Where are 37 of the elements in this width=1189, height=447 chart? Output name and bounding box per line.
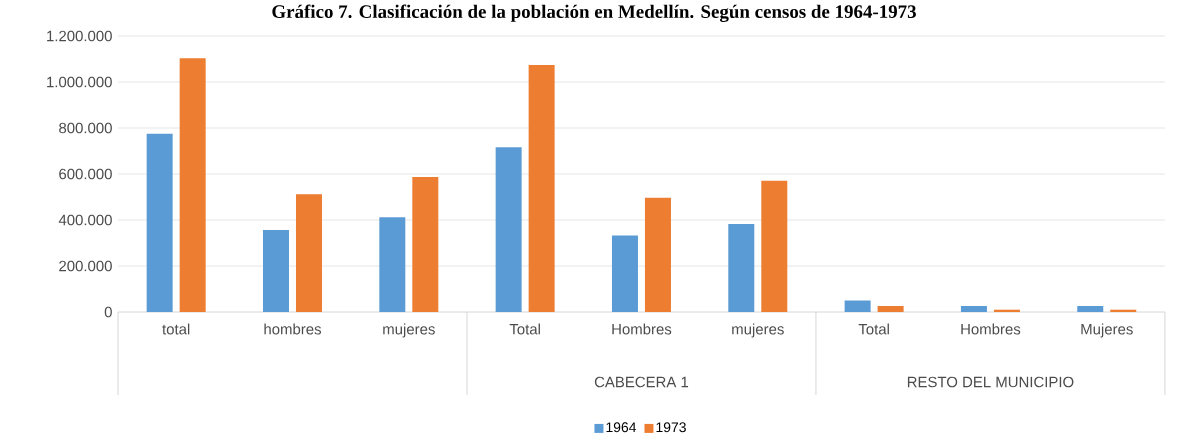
x-tick-label: Hombres — [961, 323, 1021, 335]
legend-label: 1964 — [606, 422, 637, 433]
y-tick-label: 800.000 — [59, 122, 112, 134]
y-tick-label: 1.000.000 — [47, 76, 112, 88]
y-tick-label: 200.000 — [59, 260, 112, 272]
bar — [379, 217, 406, 312]
chart-title: Gráfico 7. Clasificación de la población en Medellín. Según censos de 1964-1973 — [272, 4, 916, 23]
bar — [262, 230, 289, 312]
x-tick-label: Total — [509, 323, 540, 335]
bar — [146, 133, 173, 312]
x-tick-label: hombres — [264, 323, 321, 335]
y-tick-label: 0 — [104, 306, 112, 318]
bar — [295, 194, 322, 312]
x-tick-label: Total — [858, 323, 889, 335]
y-tick-label: 400.000 — [58, 214, 112, 226]
x-tick-label: mujeres — [383, 323, 435, 338]
bar — [611, 235, 638, 312]
x-tick-label: total — [162, 323, 190, 335]
legend-label: 1973 — [656, 422, 686, 433]
bar — [644, 197, 671, 312]
bar — [761, 180, 788, 312]
x-tick-label: Mujeres — [1081, 323, 1133, 338]
y-tick-label: 600.000 — [59, 168, 112, 180]
bar — [960, 306, 987, 312]
bar — [412, 176, 439, 312]
bar — [495, 147, 522, 312]
bar — [1077, 306, 1104, 312]
text: CABECERA 1 — [594, 376, 689, 388]
bar — [179, 58, 206, 312]
x-tick-label: mujeres — [732, 323, 784, 338]
y-tick-label: 1.200.000 — [47, 30, 112, 42]
bar — [844, 300, 871, 312]
text: RESTO DEL MUNICIPIO — [907, 376, 1074, 388]
bar — [528, 64, 555, 312]
x-tick-label: Hombres — [612, 323, 672, 335]
bar — [877, 306, 904, 312]
bar — [728, 223, 755, 312]
